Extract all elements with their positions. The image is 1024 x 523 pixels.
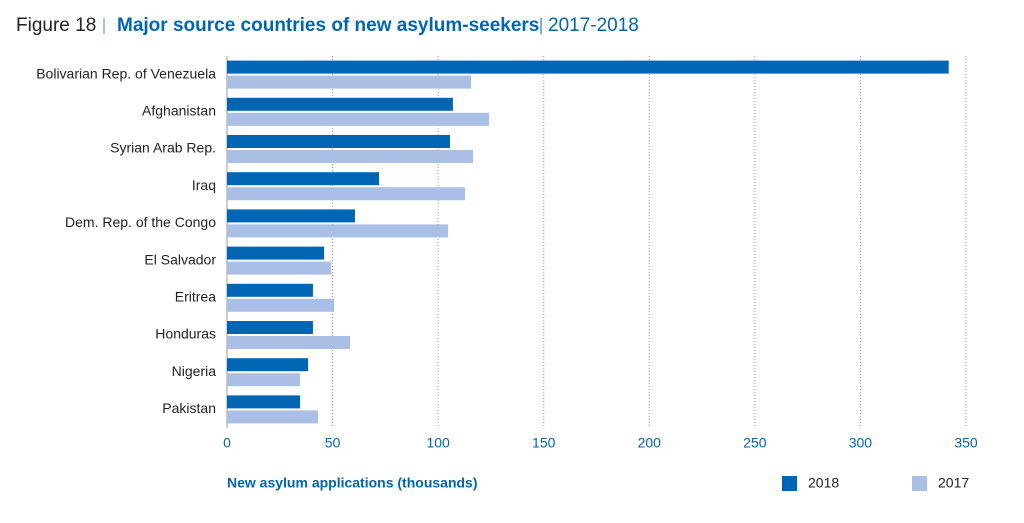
y-tick-label: Bolivarian Rep. of Venezuela [36, 65, 216, 81]
x-tick-label: 300 [849, 435, 873, 451]
legend-label: 2017 [938, 475, 969, 491]
x-tick-label: 250 [743, 435, 767, 451]
legend-swatch [912, 476, 927, 491]
bar [227, 336, 351, 349]
bar [227, 358, 309, 372]
y-tick-label: Iraq [192, 177, 216, 193]
x-tick-label: 0 [223, 435, 231, 451]
x-tick-label: 100 [426, 435, 450, 451]
bar [227, 395, 301, 409]
bar [227, 209, 355, 223]
bar [227, 373, 301, 387]
y-tick-label: Pakistan [162, 400, 216, 416]
x-tick-label: 200 [638, 435, 662, 451]
y-tick-label: Dem. Rep. of the Congo [65, 214, 216, 230]
bar [227, 321, 313, 334]
y-tick-label: Syrian Arab Rep. [110, 140, 216, 156]
bar [227, 410, 319, 424]
bar [227, 97, 453, 111]
bar [227, 298, 335, 312]
bar [227, 187, 465, 201]
x-tick-label: 50 [325, 435, 341, 451]
x-tick-label: 150 [532, 435, 556, 451]
bar [227, 150, 473, 163]
y-tick-label: Nigeria [172, 363, 217, 379]
bar [227, 224, 449, 238]
bar [227, 135, 450, 148]
legend-swatch [782, 476, 797, 491]
bar [227, 112, 490, 126]
bar [227, 261, 332, 275]
figure-label: Figure 18 [16, 15, 96, 36]
y-tick-label: Honduras [155, 326, 216, 342]
bar [227, 172, 380, 186]
bar [227, 283, 313, 297]
chart-title: Major source countries of new asylum-see… [117, 15, 539, 36]
y-tick-label: El Salvador [144, 251, 216, 267]
y-tick-label: Afghanistan [142, 103, 216, 119]
y-tick-label: Eritrea [175, 289, 216, 305]
legend-label: 2018 [808, 475, 839, 491]
bar [227, 60, 949, 74]
x-axis-label: New asylum applications (thousands) [227, 475, 478, 491]
chart-subtitle: 2017-2018 [548, 15, 639, 36]
x-tick-label: 350 [954, 435, 978, 451]
bar [227, 75, 472, 89]
bar [227, 246, 325, 260]
